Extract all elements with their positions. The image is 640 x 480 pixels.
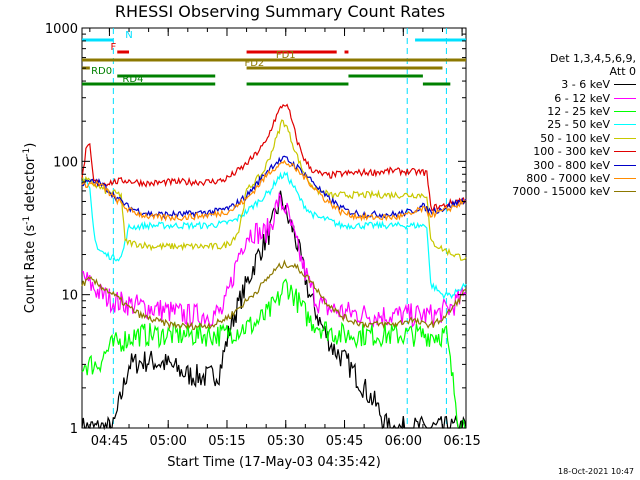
legend-swatch-2 bbox=[614, 110, 636, 112]
y-tick-label-1: 10 bbox=[61, 289, 78, 304]
y-tick-label-0: 1 bbox=[70, 422, 78, 437]
legend-label-2: 12 - 25 keV bbox=[547, 104, 610, 118]
x-tick-label-2: 05:15 bbox=[208, 434, 245, 449]
chart-title: RHESSI Observing Summary Count Rates bbox=[114, 2, 446, 21]
legend-label-3: 25 - 50 keV bbox=[547, 118, 610, 132]
legend-entry-8: 7000 - 15000 keV bbox=[480, 185, 636, 198]
legend-swatch-8 bbox=[614, 191, 636, 193]
state-label-RD4: RD4 bbox=[122, 74, 143, 85]
x-tick-label-3: 05:30 bbox=[267, 434, 304, 449]
x-tick-label-5: 06:00 bbox=[385, 434, 422, 449]
series-line-4 bbox=[81, 119, 467, 261]
x-tick-label-1: 05:00 bbox=[149, 434, 186, 449]
legend-swatch-3 bbox=[614, 124, 636, 126]
legend-entry-6: 300 - 800 keV bbox=[480, 158, 636, 172]
legend-header-line-2: Att 0 bbox=[609, 65, 636, 78]
legend-swatch-7 bbox=[614, 177, 636, 179]
legend-swatch-6 bbox=[614, 164, 636, 166]
series-line-0 bbox=[81, 190, 467, 431]
y-axis-label: Count Rate (s-1 detector-1) bbox=[22, 143, 38, 314]
legend-label-0: 3 - 6 keV bbox=[561, 78, 610, 92]
y-axis-label-part-2: detector bbox=[23, 156, 38, 216]
plot-frame bbox=[81, 27, 467, 429]
state-label-F: F bbox=[110, 42, 116, 53]
y-tick-label-2: 100 bbox=[53, 155, 78, 170]
legend-entry-0: 3 - 6 keV bbox=[480, 78, 636, 91]
series-line-7 bbox=[81, 159, 467, 222]
legend-label-1: 6 - 12 keV bbox=[554, 91, 610, 105]
legend-entry-7: 800 - 7000 keV bbox=[480, 172, 636, 185]
legend-label-4: 50 - 100 keV bbox=[540, 131, 610, 145]
legend-swatch-5 bbox=[614, 151, 636, 153]
y-tick-label-3: 1000 bbox=[45, 22, 78, 37]
legend-entry-4: 50 - 100 keV bbox=[480, 132, 636, 145]
legend-entry-2: 12 - 25 keV bbox=[480, 105, 636, 118]
y-axis-label-part-4: ) bbox=[23, 143, 38, 148]
legend-label-6: 300 - 800 keV bbox=[533, 158, 610, 172]
state-label-FD1: FD1 bbox=[276, 50, 296, 61]
legend-entry-5: 100 - 300 keV bbox=[480, 145, 636, 158]
legend: Det 1,3,4,5,6,9, Att 0 3 - 6 keV 6 - 12 k… bbox=[480, 52, 636, 199]
legend-label-5: 100 - 300 keV bbox=[533, 145, 610, 159]
series-line-8 bbox=[81, 259, 467, 331]
x-tick-label-0: 04:45 bbox=[91, 434, 128, 449]
y-axis-label-part-1: -1 bbox=[22, 216, 32, 225]
y-axis-label-part-3: -1 bbox=[22, 148, 32, 157]
state-label-N: N bbox=[125, 30, 132, 41]
series-line-5 bbox=[81, 103, 467, 212]
legend-swatch-4 bbox=[614, 137, 636, 139]
legend-entry-3: 25 - 50 keV bbox=[480, 118, 636, 131]
legend-label-7: 800 - 7000 keV bbox=[526, 171, 610, 185]
series-line-3 bbox=[81, 171, 467, 300]
date-stamp: 18-Oct-2021 10:47 bbox=[558, 467, 634, 476]
state-label-FD2: FD2 bbox=[244, 58, 264, 69]
x-tick-label-6: 06:15 bbox=[443, 434, 480, 449]
y-axis-label-part-0: Count Rate (s bbox=[23, 225, 38, 314]
legend-entry-1: 6 - 12 keV bbox=[480, 91, 636, 105]
series-line-2 bbox=[81, 278, 466, 429]
legend-swatch-1 bbox=[614, 97, 636, 99]
legend-header-line-1: Det 1,3,4,5,6,9, bbox=[549, 52, 636, 65]
x-axis-label: Start Time (17-May-03 04:35:42) bbox=[167, 455, 381, 470]
x-tick-label-4: 05:45 bbox=[326, 434, 363, 449]
legend-swatch-0 bbox=[614, 84, 636, 86]
state-label-RD0: RD0 bbox=[91, 66, 112, 77]
legend-label-8: 7000 - 15000 keV bbox=[512, 185, 610, 199]
